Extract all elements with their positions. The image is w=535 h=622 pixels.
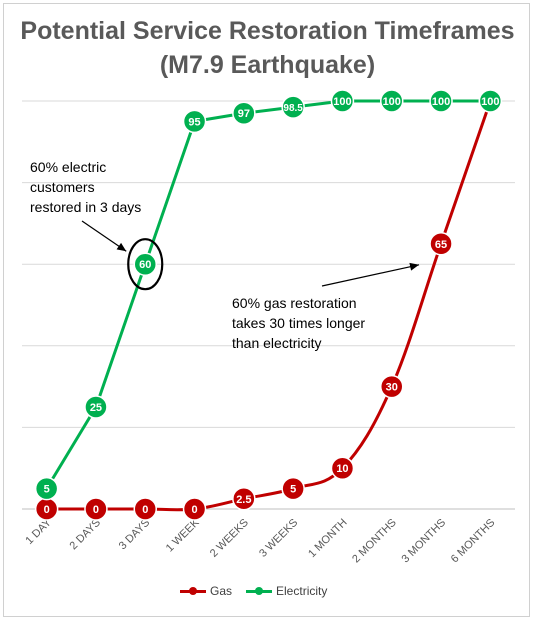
electricity-data-label: 100 [333,96,351,108]
legend-swatch-gas [180,585,206,597]
x-tick-label: 6 MONTHS [449,517,498,566]
annotation-gas-line-1: 60% gas restoration [232,295,357,311]
gas-marker [232,487,256,511]
electricity-data-label: 60 [139,259,151,271]
x-tick-label: 3 MONTHS [399,517,448,566]
annotation-arrow-gas [321,264,420,287]
gas-data-label: 2.5 [236,494,251,506]
electricity-data-label: 100 [432,96,450,108]
chart-title: Potential Service Restoration Timeframes… [20,17,515,79]
electricity-data-label: 100 [383,96,401,108]
annotation-gas-line-3: than electricity [232,335,322,351]
electricity-marker [478,89,503,113]
electricity-data-label: 25 [90,402,102,414]
gas-data-label: 0 [93,504,99,516]
series-line-electricity [45,99,491,490]
gas-data-label: 0 [44,504,50,516]
gas-data-label: 5 [290,484,296,496]
legend-item-electricity: Electricity [246,584,327,598]
x-tick-label: 3 DAYS [117,517,153,553]
gas-marker [330,456,355,480]
electricity-marker [133,252,157,276]
legend-item-gas: Gas [180,584,232,598]
annotation-electric-line-1: 60% electric [30,159,107,175]
legend-label-electricity: Electricity [276,584,328,598]
electricity-marker [232,101,256,125]
gas-marker [429,232,453,256]
gas-marker [380,374,404,399]
legend-swatch-electricity [246,585,273,597]
gas-marker [84,497,108,521]
chart-legend: Gas Electricity [180,584,341,598]
annotation-electric-line-3: restored in 3 days [30,199,142,215]
electricity-data-label: 100 [481,96,499,108]
annotation-arrow-electric-head [116,242,127,252]
x-tick-label: 2 MONTHS [350,517,399,566]
annotation-arrow-gas-head [409,262,420,271]
electricity-marker [84,395,108,419]
gas-data-label: 0 [142,504,148,516]
gas-marker [182,497,207,521]
electricity-marker [380,89,404,113]
electricity-marker [34,476,59,501]
x-tick-label: 1 DAY [23,516,54,547]
gas-data-label: 10 [336,463,348,475]
electricity-data-label: 95 [188,116,200,128]
electricity-marker [281,95,305,119]
x-tick-label: 1 WEEK [164,516,202,554]
x-tick-label: 3 WEEKS [257,517,300,560]
gas-data-label: 30 [386,382,398,394]
gas-marker [281,476,305,501]
electricity-marker [330,89,355,113]
x-tick-label: 2 DAYS [67,517,103,553]
electricity-marker [429,89,453,113]
annotation-electric-line-2: customers [30,179,95,195]
annotation-gas: 60% gas restoration takes 30 times longe… [232,293,365,353]
gas-data-label: 65 [435,239,447,251]
highlight-ellipse [127,238,164,291]
x-tick-label: 1 MONTH [306,517,350,561]
gas-data-label: 0 [191,504,197,516]
electricity-data-label: 97 [238,108,250,120]
legend-label-gas: Gas [210,584,233,598]
electricity-data-label: 5 [44,484,50,496]
electricity-data-label: 98.5 [283,103,303,114]
x-tick-label: 2 WEEKS [208,517,251,560]
annotation-electric: 60% electric customers restored in 3 day… [30,157,141,217]
annotation-gas-line-2: takes 30 times longer [232,315,366,331]
electricity-marker [182,109,207,134]
gas-marker [133,497,157,521]
